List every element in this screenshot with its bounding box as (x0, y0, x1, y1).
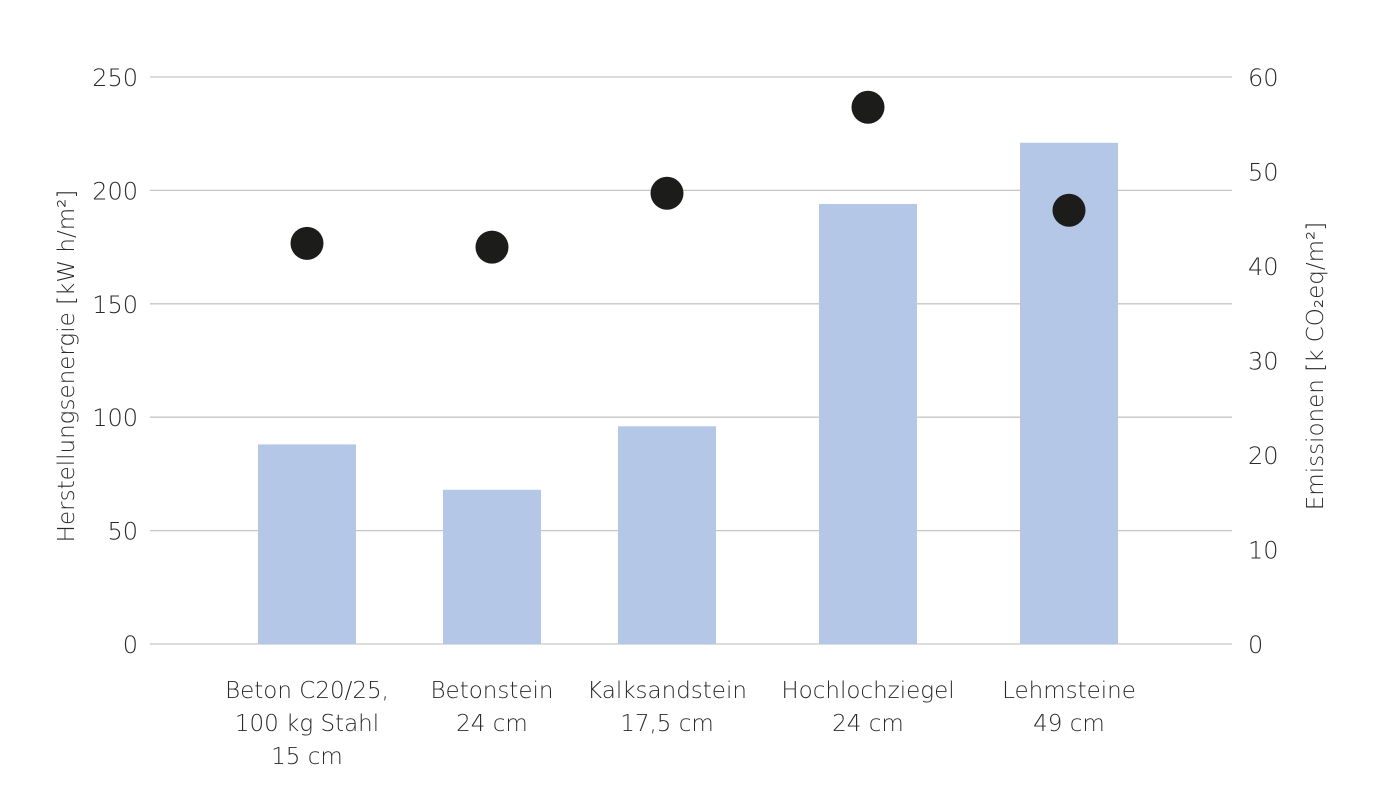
x-axis-labels: Beton C20/25, 100 kg Stahl 15 cm Betonstein… (225, 678, 1136, 770)
y2-tick-label: 20 (1248, 442, 1279, 470)
bars (258, 142, 1118, 644)
dot-3 (851, 90, 885, 124)
dot-2 (650, 176, 684, 210)
y-tick-label: 150 (92, 291, 138, 319)
bar-3 (819, 204, 917, 644)
y2-tick-label: 50 (1248, 159, 1279, 187)
bar-0 (258, 444, 356, 644)
y2-tick-label: 0 (1248, 631, 1263, 659)
bar-2 (618, 426, 716, 644)
y2-tick-label: 40 (1248, 253, 1279, 281)
y-tick-label: 50 (107, 518, 138, 546)
dot-1 (475, 230, 509, 264)
right-axis-ticks: 0 10 20 30 40 50 60 (1248, 64, 1279, 659)
y-tick-label: 0 (123, 631, 138, 659)
x-tick-label: Lehmsteine (1002, 678, 1136, 704)
y2-tick-label: 60 (1248, 64, 1279, 92)
x-tick-label: 17,5 cm (620, 711, 714, 737)
x-tick-label: 24 cm (456, 711, 528, 737)
x-tick-label: 15 cm (271, 744, 343, 770)
y2-tick-label: 30 (1248, 348, 1279, 376)
x-tick-label: Beton C20/25, (225, 678, 389, 704)
x-tick-label: Kalksandstein (587, 678, 747, 704)
bar-1 (443, 489, 541, 644)
y2-tick-label: 10 (1248, 537, 1279, 565)
dots (290, 90, 1086, 264)
dot-0 (290, 226, 324, 260)
x-tick-label: 24 cm (832, 711, 904, 737)
left-axis-ticks: 0 50 100 150 200 250 (92, 64, 138, 659)
x-tick-label: Hochlochziegel (781, 678, 954, 704)
dot-4 (1052, 193, 1086, 227)
y-axis-label: Herstellungsenergie [kW h/m²] (54, 190, 80, 543)
x-tick-label: Betonstein (431, 678, 554, 704)
x-tick-label: 49 cm (1033, 711, 1105, 737)
y-tick-label: 100 (92, 404, 138, 432)
y-tick-label: 200 (92, 177, 138, 205)
y2-axis-label: Emissionen [k CO₂eq/m²] (1303, 222, 1329, 510)
x-tick-label: 100 kg Stahl (235, 711, 379, 737)
y-tick-label: 250 (92, 64, 138, 92)
